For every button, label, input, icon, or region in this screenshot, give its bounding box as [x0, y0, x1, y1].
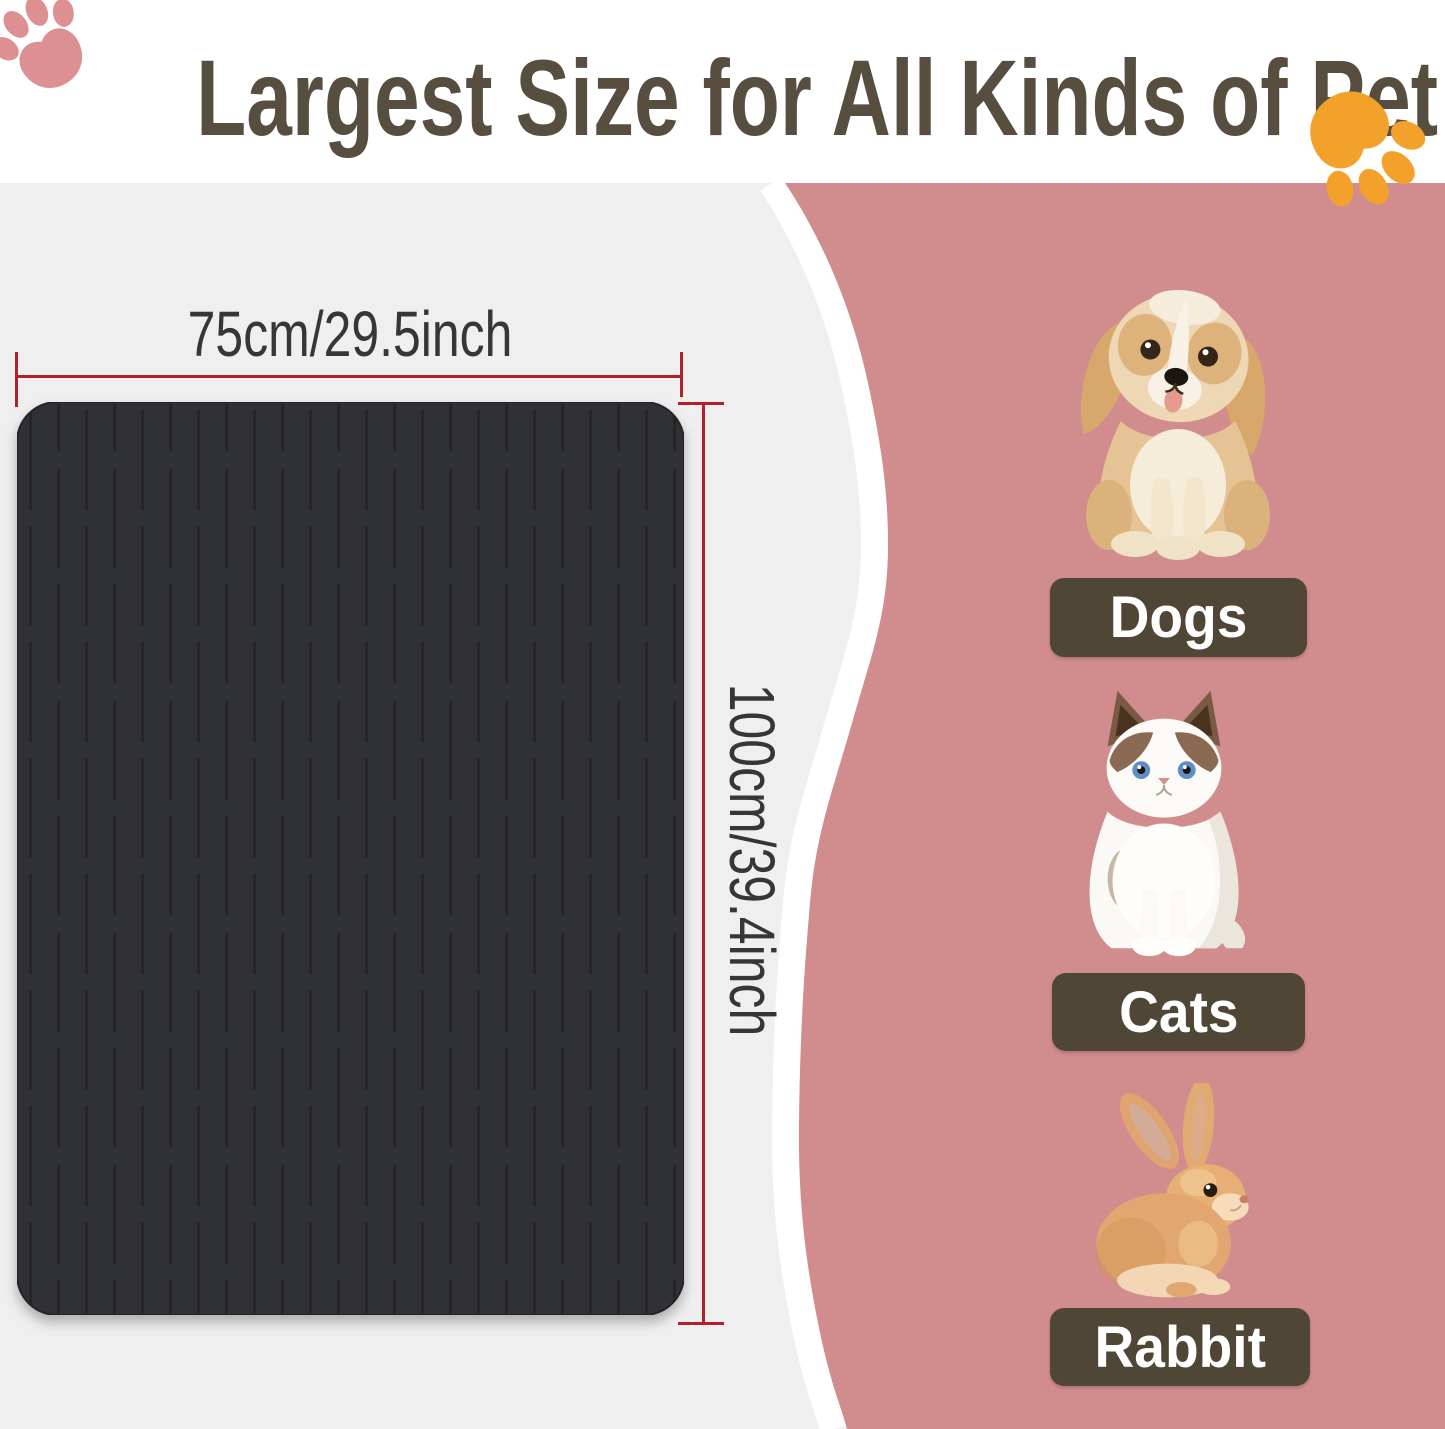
page-title: Largest Size for All Kinds of Pet — [0, 44, 1445, 152]
rabbit-photo — [1095, 1083, 1249, 1298]
wavy-white-band — [760, 183, 890, 1429]
mat-surface — [17, 402, 684, 1315]
height-dimension-line — [702, 403, 705, 1325]
pink-panel — [785, 183, 1445, 1429]
dog-photo — [1080, 289, 1270, 560]
dog-label-text: Dogs — [1109, 585, 1248, 650]
cat-label-text: Cats — [1118, 979, 1239, 1045]
mat-illustration — [17, 402, 684, 1315]
dog-label: Dogs — [1050, 578, 1307, 657]
width-dimension-label: 75cm/29.5inch — [187, 298, 513, 370]
height-dimension-label: 100cm/39.4inch — [716, 683, 788, 1037]
height-dimension-tick-bottom — [678, 1322, 724, 1325]
paw-print-icon-orange — [1310, 91, 1426, 207]
cat-label: Cats — [1052, 973, 1305, 1051]
paw-print-icon-pink — [0, 0, 83, 88]
width-dimension-tick-left — [15, 352, 18, 407]
cat-photo — [1089, 690, 1246, 957]
page-title-text: Largest Size for All Kinds of Pet — [196, 37, 1439, 158]
rabbit-label-text: Rabbit — [1094, 1314, 1266, 1380]
width-dimension-line — [15, 375, 683, 378]
width-dimension-tick-right — [680, 352, 683, 397]
height-dimension-tick-top — [678, 402, 724, 405]
rabbit-label: Rabbit — [1050, 1308, 1310, 1386]
